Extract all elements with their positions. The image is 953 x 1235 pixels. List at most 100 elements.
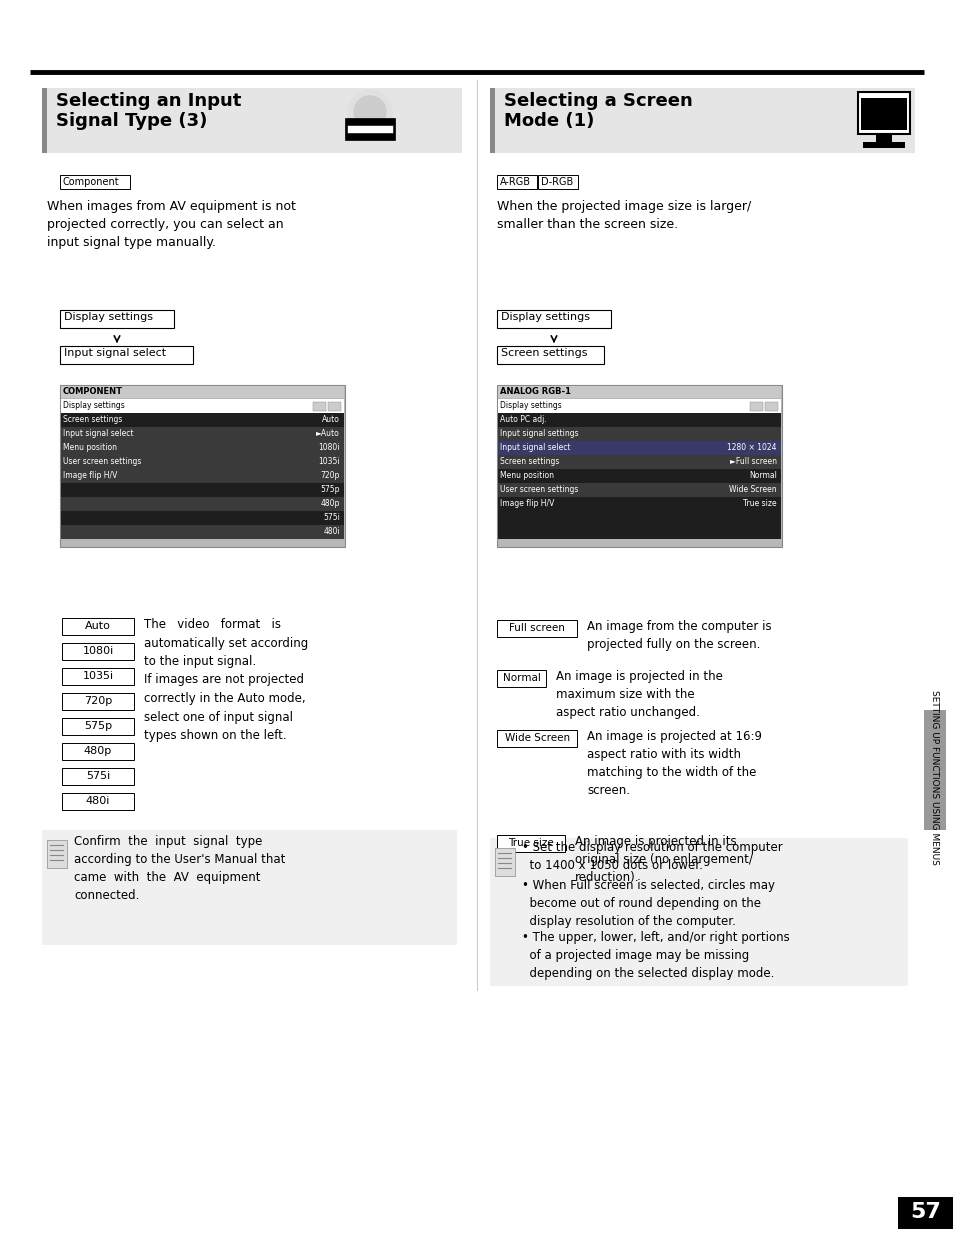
Text: Confirm  the  input  signal  type
according to the User's Manual that
came  with: Confirm the input signal type according … xyxy=(74,835,285,902)
Text: 1035i: 1035i xyxy=(318,457,339,466)
Text: SETTING UP FUNCTIONS USING MENUS: SETTING UP FUNCTIONS USING MENUS xyxy=(929,690,939,864)
Bar xyxy=(497,483,781,496)
Text: • When Full screen is selected, circles may
  become out of round depending on t: • When Full screen is selected, circles … xyxy=(521,879,774,927)
Text: Wide Screen: Wide Screen xyxy=(729,485,776,494)
Text: True size: True size xyxy=(742,499,776,508)
Text: 575p: 575p xyxy=(84,721,112,731)
Bar xyxy=(497,835,564,852)
Text: 1280 × 1024: 1280 × 1024 xyxy=(727,443,776,452)
Text: User screen settings: User screen settings xyxy=(63,457,141,466)
Text: • Set the display resolution of the computer
  to 1400 x 1050 dots or lower.: • Set the display resolution of the comp… xyxy=(521,841,781,872)
Bar xyxy=(495,848,515,876)
Text: The   video   format   is
automatically set according
to the input signal.
If im: The video format is automatically set ac… xyxy=(144,618,308,742)
Text: Display settings: Display settings xyxy=(499,401,561,410)
Text: Input signal select: Input signal select xyxy=(64,348,166,358)
Text: Auto: Auto xyxy=(322,415,339,424)
Text: 575i: 575i xyxy=(323,513,339,522)
Bar xyxy=(861,98,906,130)
Bar xyxy=(61,427,344,441)
Bar xyxy=(749,403,762,411)
Text: An image is projected in its
original size (no enlargement/
reduction).: An image is projected in its original si… xyxy=(575,835,752,884)
Bar xyxy=(328,403,340,411)
Text: Input signal select: Input signal select xyxy=(499,443,570,452)
Bar xyxy=(490,839,907,986)
Text: An image is projected at 16:9
aspect ratio with its width
matching to the width : An image is projected at 16:9 aspect rat… xyxy=(587,730,761,797)
Bar xyxy=(897,1197,952,1229)
Bar xyxy=(60,310,173,329)
Text: When images from AV equipment is not
projected correctly, you can select an
inpu: When images from AV equipment is not pro… xyxy=(47,200,295,249)
Bar xyxy=(497,671,546,687)
Text: Menu position: Menu position xyxy=(63,443,117,452)
Text: 575i: 575i xyxy=(86,771,110,781)
Text: Menu position: Menu position xyxy=(499,471,554,480)
Bar xyxy=(875,135,891,142)
Text: Display settings: Display settings xyxy=(500,312,589,322)
Text: User screen settings: User screen settings xyxy=(499,485,578,494)
Bar xyxy=(62,693,133,710)
Text: 1035i: 1035i xyxy=(82,671,113,680)
Text: 720p: 720p xyxy=(84,697,112,706)
Bar xyxy=(42,88,461,153)
Bar xyxy=(61,525,344,538)
Bar xyxy=(497,730,577,747)
Bar xyxy=(62,793,133,810)
Bar xyxy=(497,496,781,511)
Text: 480p: 480p xyxy=(320,499,339,508)
Bar xyxy=(497,175,537,189)
Text: ANALOG RGB-1: ANALOG RGB-1 xyxy=(499,387,571,396)
Polygon shape xyxy=(354,96,386,128)
Bar xyxy=(47,840,67,868)
Bar xyxy=(764,403,778,411)
Text: Display settings: Display settings xyxy=(64,312,152,322)
Text: An image is projected in the
maximum size with the
aspect ratio unchanged.: An image is projected in the maximum siz… xyxy=(556,671,722,719)
Bar xyxy=(61,441,344,454)
Bar xyxy=(497,387,781,398)
Bar xyxy=(42,830,456,945)
Bar xyxy=(345,119,395,140)
Text: 480p: 480p xyxy=(84,746,112,756)
Bar xyxy=(347,125,393,133)
Text: An image from the computer is
projected fully on the screen.: An image from the computer is projected … xyxy=(587,620,771,651)
Bar xyxy=(497,620,577,637)
Text: Signal Type (3): Signal Type (3) xyxy=(56,112,207,130)
Text: True size: True size xyxy=(508,839,553,848)
Bar xyxy=(61,387,344,398)
Bar xyxy=(497,441,781,454)
Text: Screen settings: Screen settings xyxy=(499,457,558,466)
Bar xyxy=(61,412,344,427)
Text: Selecting an Input: Selecting an Input xyxy=(56,91,241,110)
Bar xyxy=(537,175,578,189)
Bar xyxy=(61,469,344,483)
Text: Image flip H/V: Image flip H/V xyxy=(499,499,554,508)
Text: When the projected image size is larger/
smaller than the screen size.: When the projected image size is larger/… xyxy=(497,200,750,231)
Bar xyxy=(490,88,914,153)
Bar xyxy=(497,469,781,483)
Text: Auto PC adj.: Auto PC adj. xyxy=(499,415,546,424)
Bar xyxy=(497,525,781,538)
Text: Normal: Normal xyxy=(502,673,540,683)
Text: Component: Component xyxy=(63,177,119,186)
Bar xyxy=(62,618,133,635)
Bar xyxy=(60,346,193,364)
Text: D-RGB: D-RGB xyxy=(540,177,573,186)
Text: Normal: Normal xyxy=(748,471,776,480)
Bar xyxy=(61,496,344,511)
Bar xyxy=(497,511,781,525)
Bar xyxy=(490,88,495,153)
Bar xyxy=(313,403,326,411)
Text: Input signal settings: Input signal settings xyxy=(499,429,578,438)
Bar xyxy=(857,91,909,135)
Bar xyxy=(62,768,133,785)
Bar xyxy=(497,385,781,547)
Text: 57: 57 xyxy=(909,1202,940,1221)
Bar xyxy=(61,511,344,525)
Bar xyxy=(60,175,130,189)
Text: • The upper, lower, left, and/or right portions
  of a projected image may be mi: • The upper, lower, left, and/or right p… xyxy=(521,931,789,981)
Bar xyxy=(497,427,781,441)
Bar xyxy=(62,718,133,735)
Bar xyxy=(497,412,781,427)
Text: Selecting a Screen: Selecting a Screen xyxy=(503,91,692,110)
Bar xyxy=(497,399,781,412)
Text: Input signal select: Input signal select xyxy=(63,429,133,438)
Text: Full screen: Full screen xyxy=(509,622,564,634)
